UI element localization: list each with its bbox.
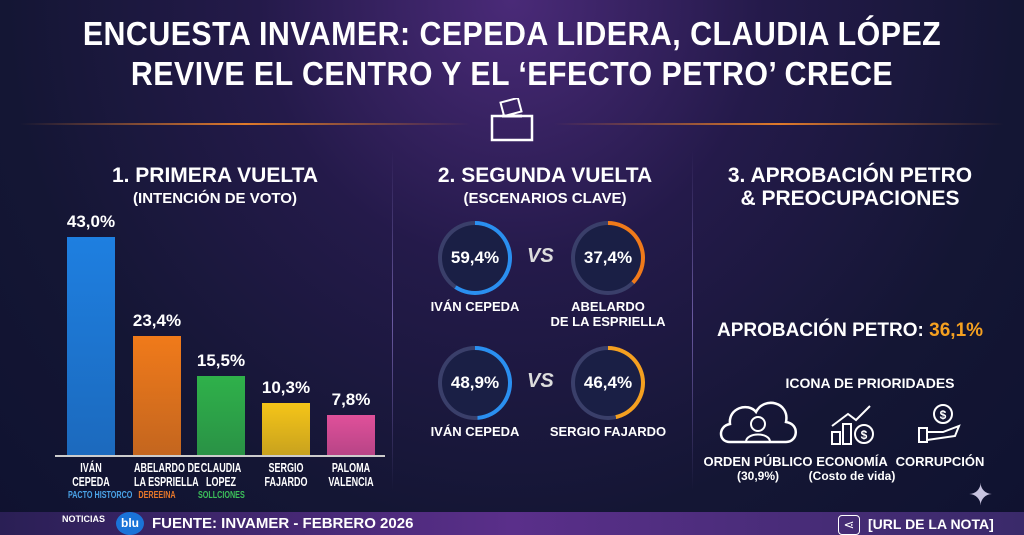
footer — [0, 512, 1024, 535]
priority-label: ORDEN PÚBLICO (30,9%) — [703, 454, 813, 483]
priority-label: ECONOMÍA (Costo de vida) — [808, 454, 896, 483]
bar-value-label: 43,0% — [66, 212, 116, 231]
public-order-cloud-icon — [719, 401, 797, 444]
bar-value-label: 7,8% — [331, 390, 371, 410]
corruption-hand-money-icon: $ — [918, 404, 961, 443]
candidate-name: PALOMA VALENCIA — [328, 461, 374, 489]
headline: ENCUESTA INVAMER: CEPEDA LIDERA, CLAUDIA… — [82, 15, 942, 92]
svg-text:$: $ — [861, 428, 868, 442]
chart-baseline — [55, 455, 385, 457]
blu-logo: blu — [116, 512, 144, 535]
runoff-percentage: 59,4% — [442, 225, 508, 291]
divider — [692, 150, 693, 490]
source: FUENTE: INVAMER - FEBRERO 2026 — [152, 515, 414, 532]
versus-label: VS — [527, 370, 554, 392]
bar — [133, 336, 181, 455]
approval: APROBACIÓN PETRO: 36,1% — [716, 320, 984, 341]
divider — [20, 123, 470, 125]
bar — [67, 237, 115, 455]
priorities-title: ICONA DE PRIORIDADES — [785, 375, 955, 391]
candidate-name: CLAUDIA LOPEZ SOLLCIONES — [197, 461, 245, 501]
runoff-candidate: IVÁN CEPEDA — [430, 424, 520, 439]
bar-value-label: 10,3% — [261, 377, 311, 397]
bar — [197, 376, 245, 455]
runoff-percentage: 48,9% — [442, 350, 508, 416]
runoff-candidate: IVÁN CEPEDA — [430, 299, 520, 314]
candidate-name: ABELARDO DE LA ESPRIELLA DEREEINA — [133, 461, 200, 501]
section2-title: 2. SEGUNDA VUELTA (ESCENARIOS CLAVE) — [437, 164, 653, 207]
noticias-logo: NOTICIAS — [62, 514, 106, 524]
article-url-link[interactable]: [URL DE LA NOTA] — [868, 516, 994, 532]
runoff-candidate: SERGIO FAJARDO — [549, 424, 667, 439]
priority-label: CORRUPCIÓN — [895, 454, 985, 469]
divider — [392, 150, 393, 490]
candidate-name: IVÁN CEPEDA PACTO HISTORCO — [67, 461, 133, 501]
bar-chart: 43,0% IVÁN CEPEDA PACTO HISTORCO 23,4% ABE… — [0, 0, 400, 535]
runoff-percentage: 37,4% — [575, 225, 641, 291]
divider — [554, 123, 1004, 125]
ballot-box-icon — [490, 98, 534, 142]
share-icon[interactable]: ⋖ — [838, 515, 860, 535]
section3-title: 3. APROBACIÓN PETRO & PREOCUPACIONES — [727, 164, 973, 210]
bar — [327, 415, 375, 455]
economy-chart-icon: $ — [831, 405, 874, 445]
bar — [262, 402, 310, 455]
bar-value-label: 23,4% — [132, 311, 182, 331]
versus-label: VS — [527, 245, 554, 267]
runoff-candidate: ABELARDO DE LA ESPRIELLA — [550, 299, 666, 329]
bar-value-label: 15,5% — [196, 351, 246, 371]
section1-title: 1. PRIMERA VUELTA (INTENCIÓN DE VOTO) — [111, 164, 319, 207]
candidate-name: SERGIO FAJARDO — [264, 461, 308, 489]
runoff-percentage: 46,4% — [575, 350, 641, 416]
sparkle-icon: ✦ — [968, 479, 994, 512]
svg-text:$: $ — [940, 408, 947, 422]
